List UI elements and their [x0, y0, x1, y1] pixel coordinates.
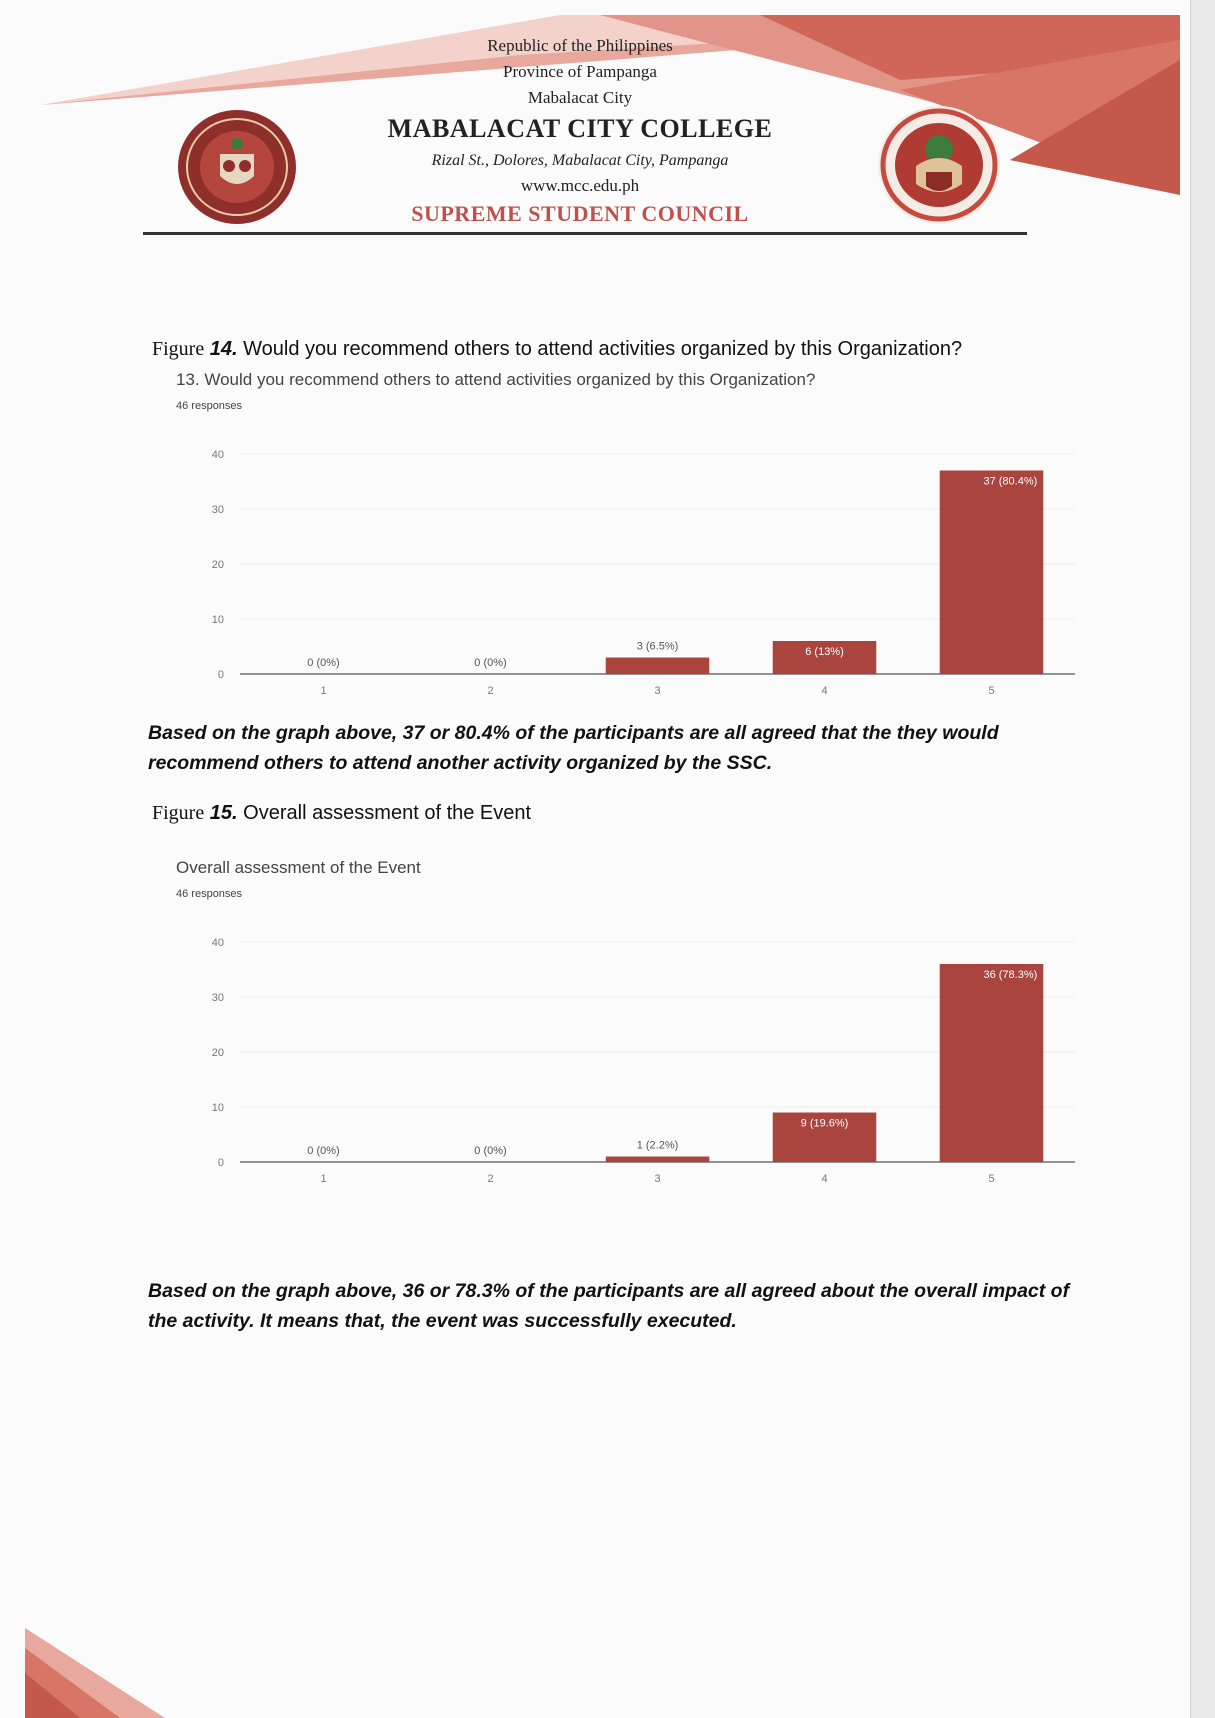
figure-14-responses: 46 responses: [176, 400, 243, 412]
header-line-city: Mabalacat City: [527, 88, 633, 107]
bar-data-label: 0 (0%): [307, 1145, 339, 1157]
header-divider: [143, 232, 1027, 235]
bar: [772, 1112, 877, 1162]
header-line-republic: Republic of the Philippines: [487, 36, 673, 55]
x-tick-label: 2: [487, 1173, 493, 1185]
figure-14-title: Would you recommend others to attend act…: [243, 338, 963, 360]
x-tick-label: 1: [320, 1173, 326, 1185]
bar-data-label: 37 (80.4%): [983, 476, 1037, 488]
figure-15-conclusion: Based on the graph above, 36 or 78.3% of…: [148, 1280, 1070, 1332]
figure-15-responses: 46 responses: [176, 888, 243, 900]
figure-15-title: Overall assessment of the Event: [243, 802, 532, 824]
x-tick-label: 5: [988, 1173, 994, 1185]
bar-data-label: 0 (0%): [474, 657, 506, 669]
bar: [605, 657, 710, 674]
x-tick-label: 4: [821, 685, 827, 697]
college-name: MABALACAT CITY COLLEGE: [387, 114, 773, 143]
header-decoration: [40, 15, 1180, 195]
x-tick-label: 1: [320, 685, 326, 697]
figure-15-word: Figure: [152, 802, 205, 824]
figure-14-number: 14.: [209, 338, 238, 360]
bar: [772, 641, 877, 674]
y-tick-label: 40: [212, 449, 224, 461]
bar: [605, 1156, 710, 1162]
y-tick-label: 10: [212, 1102, 224, 1114]
college-seal-logo: [178, 110, 296, 224]
figure-15-bar-chart: 0 10 20 30 40 1 0 (0%) 2 0 (0%) 3 1 (2.2%) 4 9 (19.6…: [212, 937, 1075, 1185]
y-tick-label: 0: [218, 1157, 224, 1169]
figure-15-form-question: Overall assessment of the Event: [176, 858, 421, 877]
bar-data-label: 0 (0%): [307, 657, 339, 669]
figure-15-caption: Figure 15. Overall assessment of the Eve…: [152, 802, 531, 825]
y-tick-label: 10: [212, 614, 224, 626]
bar-data-label: 9 (19.6%): [801, 1118, 849, 1130]
x-tick-label: 5: [988, 685, 994, 697]
figure-14-word: Figure: [152, 338, 205, 360]
bar-data-label: 3 (6.5%): [637, 641, 679, 653]
y-tick-label: 20: [212, 1047, 224, 1059]
y-tick-label: 40: [212, 937, 224, 949]
x-tick-label: 4: [821, 1173, 827, 1185]
y-tick-label: 20: [212, 559, 224, 571]
page-edge: [1190, 0, 1215, 1718]
y-tick-label: 30: [212, 992, 224, 1004]
council-name: SUPREME STUDENT COUNCIL: [411, 201, 749, 226]
college-address: Rizal St., Dolores, Mabalacat City, Pamp…: [431, 152, 729, 169]
college-website: www.mcc.edu.ph: [520, 176, 640, 195]
figure-14-form-question: 13. Would you recommend others to attend…: [176, 370, 816, 389]
bar: [939, 964, 1044, 1162]
footer-decoration: [25, 1628, 165, 1718]
bar-data-label: 6 (13%): [805, 646, 844, 658]
header-line-province: Province of Pampanga: [503, 62, 657, 81]
council-seal-logo: [878, 106, 1000, 224]
figure-14-bar-chart: 0 10 20 30 40 1 0 (0%) 2 0 (0%) 3 3 (6.5%) 4 6 (13%)…: [212, 449, 1075, 697]
y-tick-label: 30: [212, 504, 224, 516]
figure-14-conclusion: Based on the graph above, 37 or 80.4% of…: [148, 722, 999, 774]
bar-data-label: 1 (2.2%): [637, 1140, 679, 1152]
x-tick-label: 2: [487, 685, 493, 697]
figure-15-number: 15.: [209, 802, 238, 824]
bar: [939, 470, 1044, 674]
bar-data-label: 36 (78.3%): [983, 969, 1037, 981]
bar-data-label: 0 (0%): [474, 1145, 506, 1157]
x-tick-label: 3: [654, 685, 660, 697]
y-tick-label: 0: [218, 669, 224, 681]
figure-14-caption: Figure 14. Would you recommend others to…: [152, 338, 962, 361]
x-tick-label: 3: [654, 1173, 660, 1185]
